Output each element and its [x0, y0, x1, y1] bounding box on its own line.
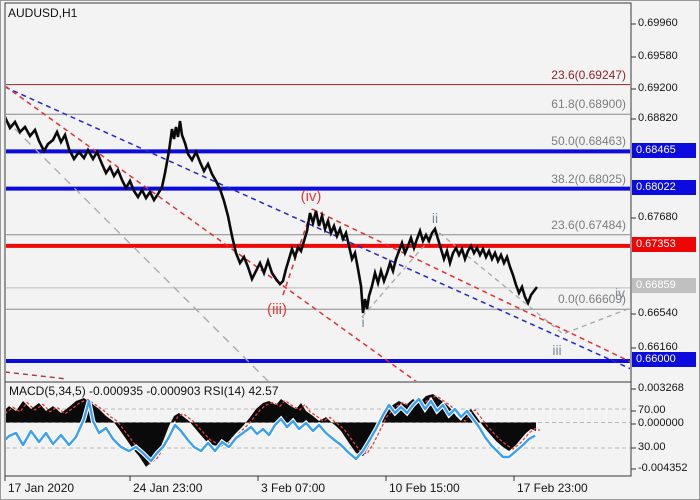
fib-level-label: 0.0(0.66609): [557, 292, 626, 307]
indicator-area: [6, 394, 630, 467]
indicator-tick-label: 30.00: [638, 441, 666, 453]
price-badge: 0.68465: [632, 143, 696, 158]
forecast-path-gray: [361, 230, 630, 335]
price-tick-label: 0.66160: [638, 341, 678, 353]
wave-label: (iv): [300, 188, 322, 205]
price-tick-label: 0.68820: [638, 112, 678, 124]
fib-level-label: 38.2(0.68025): [551, 171, 626, 186]
candles-path: [6, 116, 539, 314]
price-badge: 0.68022: [632, 180, 696, 195]
wave-label: iii: [552, 341, 562, 358]
wave-label: ii: [431, 209, 439, 226]
descending-trend-gray: [6, 119, 269, 381]
descending-channel-red: [6, 85, 417, 381]
symbol-period-label: AUDUSD,H1: [8, 6, 78, 20]
main-chart-area: [6, 84, 630, 381]
descending-channel-blue: [6, 86, 630, 370]
fib-level-label: 23.6(0.69247): [551, 67, 626, 82]
price-tick-label: 0.69200: [638, 82, 678, 94]
indicator-tick-label: 70.00: [638, 404, 666, 416]
price-badge: 0.66000: [632, 352, 696, 367]
indicator-tick-label: -0.004352: [638, 462, 688, 474]
indicator-tick-label: 0.000000: [638, 417, 684, 429]
price-tick-label: 0.69960: [638, 17, 678, 29]
old-trendline-darkred: [6, 371, 68, 380]
price-tick-label: 0.67680: [638, 211, 678, 223]
wave-label: (iii): [267, 301, 287, 318]
price-badge: 0.67353: [632, 237, 696, 252]
fib-level-label: 23.6(0.67484): [551, 217, 626, 232]
wave-label: i: [361, 313, 365, 330]
fib-level-label: 61.8(0.68900): [551, 97, 626, 112]
fib-level-label: 50.0(0.68463): [551, 134, 626, 149]
price-badge: 0.66859: [632, 278, 696, 293]
indicator-frame: [4, 381, 632, 477]
rsi-line: [6, 397, 536, 463]
time-axis-label: 17 Jan 2020: [8, 481, 75, 495]
time-axis-label: 24 Jan 23:00: [133, 481, 203, 495]
indicator-tick-label: 0.003268: [638, 382, 684, 394]
time-axis-label: 17 Feb 23:00: [517, 481, 588, 495]
trendline-from-iv-red: [311, 208, 630, 363]
time-axis-label: 3 Feb 07:00: [261, 481, 326, 495]
price-tick-label: 0.69580: [638, 50, 678, 62]
indicator-values-label: MACD(5,34,5) -0.000935 -0.000903 RSI(14)…: [9, 384, 279, 398]
price-tick-label: 0.66540: [638, 307, 678, 319]
wave-label: iv: [614, 284, 626, 301]
time-axis-label: 10 Feb 15:00: [389, 481, 460, 495]
